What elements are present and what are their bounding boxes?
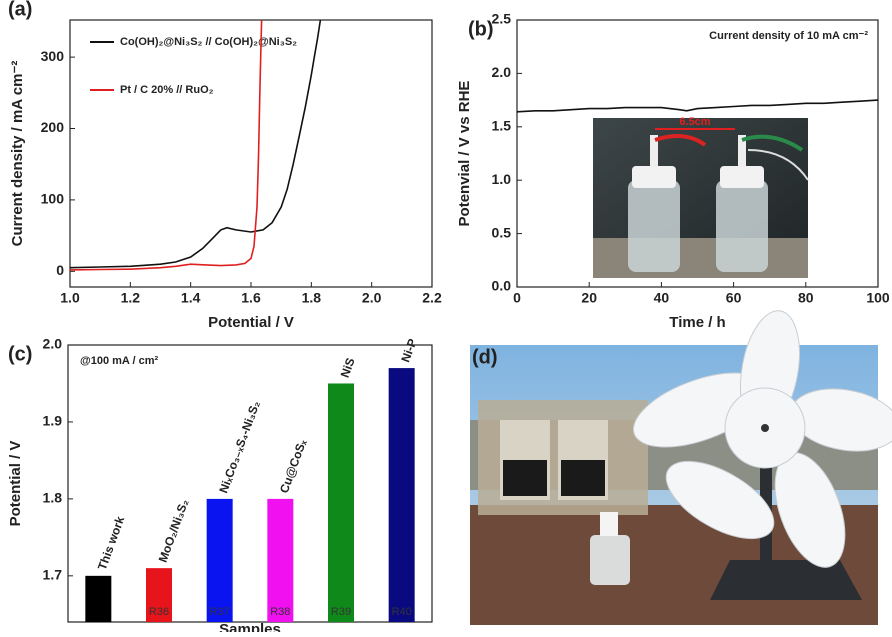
y-axis-label: Potenvial / V vs RHE: [456, 81, 473, 227]
y-axis-label: Potential / V: [7, 441, 24, 527]
ref-label: R40: [392, 606, 412, 618]
y-tick-label: 200: [41, 119, 65, 135]
x-tick-label: 40: [654, 290, 670, 306]
y-tick-label: 100: [41, 191, 65, 207]
x-tick-label: 80: [798, 290, 814, 306]
inset-label: 6.5cm: [679, 116, 710, 128]
x-tick-label: 100: [866, 290, 890, 306]
annotation: @100 mA / cm²: [80, 355, 159, 367]
panel-label: (a): [8, 0, 32, 20]
category-label: Ni-P: [398, 337, 419, 364]
panel-label: (c): [8, 343, 32, 365]
y-tick-label: 1.0: [492, 171, 512, 187]
x-tick-label: 2.0: [362, 290, 382, 306]
legend-label: Co(OH)₂@Ni₃S₂ // Co(OH)₂@Ni₃S₂: [120, 36, 297, 48]
panel-label: (b): [468, 18, 494, 40]
y-tick-label: 0: [56, 262, 64, 278]
y-axis-label: Current density / mA cm⁻²: [9, 61, 26, 247]
y-tick-label: 1.9: [43, 413, 63, 429]
ref-label: R36: [149, 606, 169, 618]
bar: [328, 383, 354, 622]
y-tick-label: 2.0: [492, 64, 512, 80]
bar: [207, 499, 233, 622]
x-tick-label: 1.6: [241, 290, 261, 306]
plot-frame: [68, 345, 432, 622]
x-tick-label: 2.2: [422, 290, 442, 306]
y-tick-label: 1.7: [43, 567, 63, 583]
x-axis-label: Time / h: [669, 314, 725, 331]
data-line: [70, 20, 262, 270]
y-tick-label: 1.5: [492, 118, 512, 134]
y-tick-label: 0.5: [492, 224, 512, 240]
ref-label: R39: [331, 606, 351, 618]
x-tick-label: 20: [581, 290, 597, 306]
y-tick-label: 0.0: [492, 278, 512, 294]
category-label: Cu@CoSₓ: [277, 437, 310, 495]
ref-label: R38: [270, 606, 290, 618]
panel-label: (d): [472, 346, 498, 368]
data-line: [517, 100, 878, 112]
x-tick-label: 60: [726, 290, 742, 306]
bar: [267, 499, 293, 622]
plot-frame: [70, 20, 432, 287]
y-tick-label: 2.5: [492, 11, 512, 27]
y-tick-label: 300: [41, 48, 65, 64]
category-label: MoO₂/Ni₃S₂: [156, 497, 192, 564]
inset-photo: [593, 118, 808, 278]
legend-label: Pt / C 20% // RuO₂: [120, 84, 214, 96]
x-axis-label: Samples: [219, 621, 281, 632]
x-tick-label: 1.8: [302, 290, 322, 306]
photo: [470, 306, 892, 625]
bar: [85, 576, 111, 622]
ref-label: R37: [210, 606, 230, 618]
category-label: This work: [95, 514, 127, 572]
figure: (a)01002003001.01.21.41.61.82.02.2Potent…: [0, 0, 892, 632]
y-tick-label: 2.0: [43, 336, 63, 352]
category-label: NiS: [338, 356, 358, 380]
y-tick-label: 1.8: [43, 490, 63, 506]
x-tick-label: 1.2: [121, 290, 141, 306]
annotation: Current density of 10 mA cm⁻²: [709, 30, 868, 42]
x-tick-label: 1.0: [60, 290, 80, 306]
data-line: [70, 20, 320, 268]
category-label: NiₓCo₃₋ₓS₄-Ni₃S₂: [216, 399, 262, 495]
x-axis-label: Potential / V: [208, 314, 294, 331]
bar: [389, 368, 415, 622]
x-tick-label: 1.4: [181, 290, 201, 306]
x-tick-label: 0: [513, 290, 521, 306]
